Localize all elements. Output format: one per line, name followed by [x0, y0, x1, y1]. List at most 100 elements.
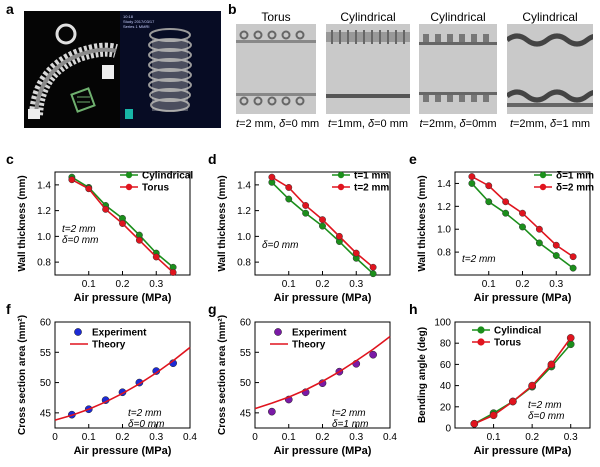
x-tick-label: 0.3 [349, 432, 363, 443]
panel-label-b: b [228, 1, 237, 17]
x-axis-label: Air pressure (MPa) [74, 445, 172, 457]
data-point [302, 202, 310, 209]
x-axis-label: Air pressure (MPa) [474, 445, 572, 457]
legend-label: t=2 mm [354, 183, 389, 194]
ct-info-text: 10:18 Study 2017/03/17 Series 1 MMRI [123, 14, 154, 29]
data-point [68, 176, 76, 184]
x-tick-label: 0.4 [183, 432, 197, 443]
y-tick-label: 1.4 [37, 180, 51, 191]
y-tick-label: 0 [445, 424, 451, 435]
y-tick-label: 45 [240, 408, 252, 419]
y-axis-label: Cross section area (mm²) [217, 315, 228, 435]
x-tick-label: 0.1 [282, 432, 296, 443]
chart-annotation: t=2 mm [128, 408, 162, 419]
y-tick-label: 1.0 [237, 232, 251, 243]
data-point [502, 198, 510, 206]
y-axis-label: Wall thickness (mm) [217, 175, 228, 271]
xray-image-cyl-d1 [507, 24, 593, 114]
data-point [552, 252, 560, 259]
x-axis-label: Air pressure (MPa) [74, 292, 172, 304]
data-point [468, 179, 476, 187]
data-point [535, 239, 543, 247]
chart-annotation: δ=0 mm [528, 411, 564, 422]
x-tick-label: 0.1 [82, 279, 96, 290]
ct-torus-image [24, 11, 120, 128]
theory-curve [254, 335, 391, 410]
data-point [268, 173, 276, 181]
x-tick-label: 0.2 [316, 432, 330, 443]
ct-info-line: Series 1 MMRI [123, 24, 150, 29]
legend-marker [125, 171, 133, 179]
xray-caption-torus: t=2 mm, δ=0 mm [236, 118, 320, 130]
ct-info-line: 10:18 [123, 14, 134, 19]
panel-label-g: g [208, 301, 217, 317]
y-tick-label: 1.2 [37, 206, 51, 217]
legend-marker [539, 171, 547, 179]
data-point [519, 223, 526, 231]
chart-annotation: δ=0 mm [262, 240, 298, 251]
data-point [489, 411, 498, 420]
y-tick-label: 1.2 [437, 202, 451, 213]
xray-title-cyl-3: Cylindrical [522, 10, 578, 24]
y-tick-label: 1.0 [37, 232, 51, 243]
y-tick-label: 50 [40, 378, 52, 389]
x-tick-label: 0.3 [549, 279, 563, 290]
chart-h-bending-angle: 0.1 0.2 0.3 0 20 40 60 80 100 Air pressure (MPa) B… [417, 318, 591, 457]
x-tick-label: 0.2 [316, 279, 330, 290]
data-point [509, 397, 517, 406]
y-tick-label: 40 [440, 381, 452, 392]
y-axis-label: Bending angle (deg) [417, 327, 428, 423]
data-point [535, 225, 543, 233]
y-tick-label: 20 [440, 402, 452, 413]
xray-caption-cyl-2: t=2mm, δ=0mm [419, 118, 497, 130]
y-tick-label: 50 [240, 378, 252, 389]
legend-label: δ=2 mm [556, 183, 594, 194]
xray-image-cyl-t1 [326, 24, 410, 114]
data-point [485, 198, 493, 206]
data-point [519, 209, 526, 217]
x-tick-label: 0.2 [116, 279, 130, 290]
y-tick-label: 60 [440, 360, 452, 371]
legend-label: Torus [142, 183, 169, 194]
legend-label: Torus [494, 338, 521, 349]
panel-label-h: h [409, 301, 418, 317]
x-tick-label: 0.2 [516, 279, 530, 290]
legend-label: Theory [92, 340, 126, 351]
x-tick-label: 0.1 [82, 432, 96, 443]
x-axis-label: Air pressure (MPa) [274, 445, 372, 457]
y-tick-label: 0.8 [237, 258, 251, 269]
y-tick-label: 60 [240, 318, 252, 329]
xray-title-cyl-2: Cylindrical [430, 10, 486, 24]
y-tick-label: 1.2 [237, 206, 251, 217]
chart-annotation: δ=0 mm [62, 235, 98, 246]
plot-frame [454, 321, 591, 429]
legend-marker [477, 338, 485, 346]
chart-g-cross-section: 0 0.1 0.2 0.3 0.4 45 50 55 60 Air pressure (MPa) C… [217, 315, 397, 457]
data-point [352, 249, 360, 257]
xray-caption-cyl-3: t=2mm, δ=1 mm [509, 118, 591, 130]
data-point [285, 184, 293, 191]
x-axis-label: Air pressure (MPa) [274, 292, 372, 304]
data-point [552, 241, 560, 249]
x-tick-label: 0.3 [149, 432, 163, 443]
panel-label-f: f [6, 301, 11, 317]
data-point [369, 350, 377, 359]
data-point [102, 205, 110, 213]
ct-3d-render: 10:18 Study 2017/03/17 Series 1 MMRI [120, 11, 221, 128]
panel-label-a: a [6, 1, 14, 17]
legend-label: δ=1 mm [556, 171, 594, 182]
data-point [502, 209, 510, 217]
y-tick-label: 1.4 [237, 180, 251, 191]
x-tick-label: 0 [252, 432, 258, 443]
data-point [169, 268, 177, 276]
data-point [319, 216, 326, 224]
chart-c-wall-thickness: 0.1 0.2 0.3 0.8 1.0 1.2 1.4 Air pressure (MPa) W… [17, 171, 193, 305]
y-axis-label: Cross section area (mm²) [17, 315, 28, 435]
y-tick-label: 80 [440, 339, 452, 350]
data-point [302, 209, 310, 217]
legend-marker [337, 171, 345, 179]
chart-annotation: δ=0 mm [128, 419, 164, 430]
y-tick-label: 1.0 [437, 225, 451, 236]
data-point [335, 232, 343, 240]
x-tick-label: 0.2 [116, 432, 130, 443]
